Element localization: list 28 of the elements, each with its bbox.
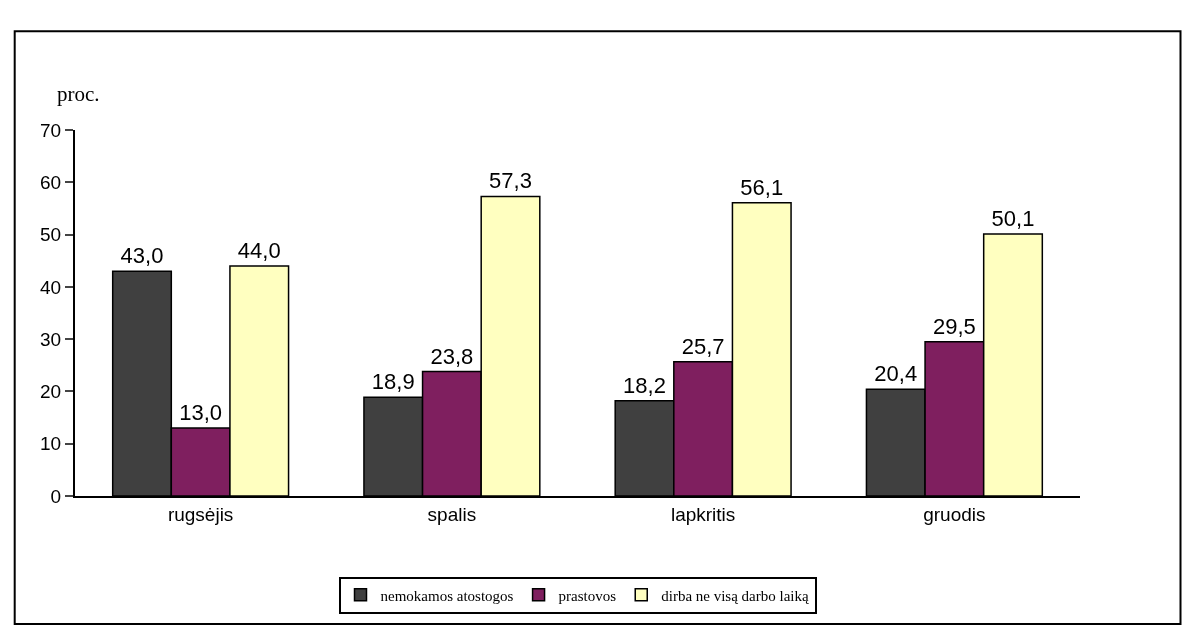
data-label: 43,0 xyxy=(120,243,164,269)
legend-label: dirba ne visą darbo laiką xyxy=(661,587,810,604)
data-label: 13,0 xyxy=(179,400,223,426)
y-tick-label: 20 xyxy=(40,381,62,403)
y-tick-label: 40 xyxy=(40,276,62,298)
data-label: 29,5 xyxy=(932,313,976,339)
data-label: 56,1 xyxy=(740,174,784,200)
x-tick-label: lapkritis xyxy=(670,503,736,525)
y-tick-label: 10 xyxy=(40,433,62,455)
y-tick-label: 70 xyxy=(40,119,62,141)
data-label: 23,8 xyxy=(430,343,474,369)
legend-label: prastovos xyxy=(558,587,617,604)
x-tick-label: gruodis xyxy=(923,503,986,525)
legend-label: nemokamos atostogos xyxy=(380,587,514,604)
x-tick-label: rugsėjis xyxy=(167,503,234,525)
y-tick-label: 60 xyxy=(40,171,62,193)
x-tick-label: spalis xyxy=(427,503,477,525)
data-label: 18,2 xyxy=(623,372,666,398)
y-tick-label: 0 xyxy=(50,485,62,507)
data-label: 18,9 xyxy=(371,369,415,395)
y-tick-label: 30 xyxy=(40,328,62,350)
data-label: 25,7 xyxy=(681,333,725,359)
data-label: 57,3 xyxy=(489,168,532,194)
y-axis-title: proc. xyxy=(57,82,100,106)
data-label: 44,0 xyxy=(237,237,281,263)
data-label: 50,1 xyxy=(991,206,1035,232)
y-tick-label: 50 xyxy=(40,224,62,246)
data-label: 20,4 xyxy=(874,361,918,387)
